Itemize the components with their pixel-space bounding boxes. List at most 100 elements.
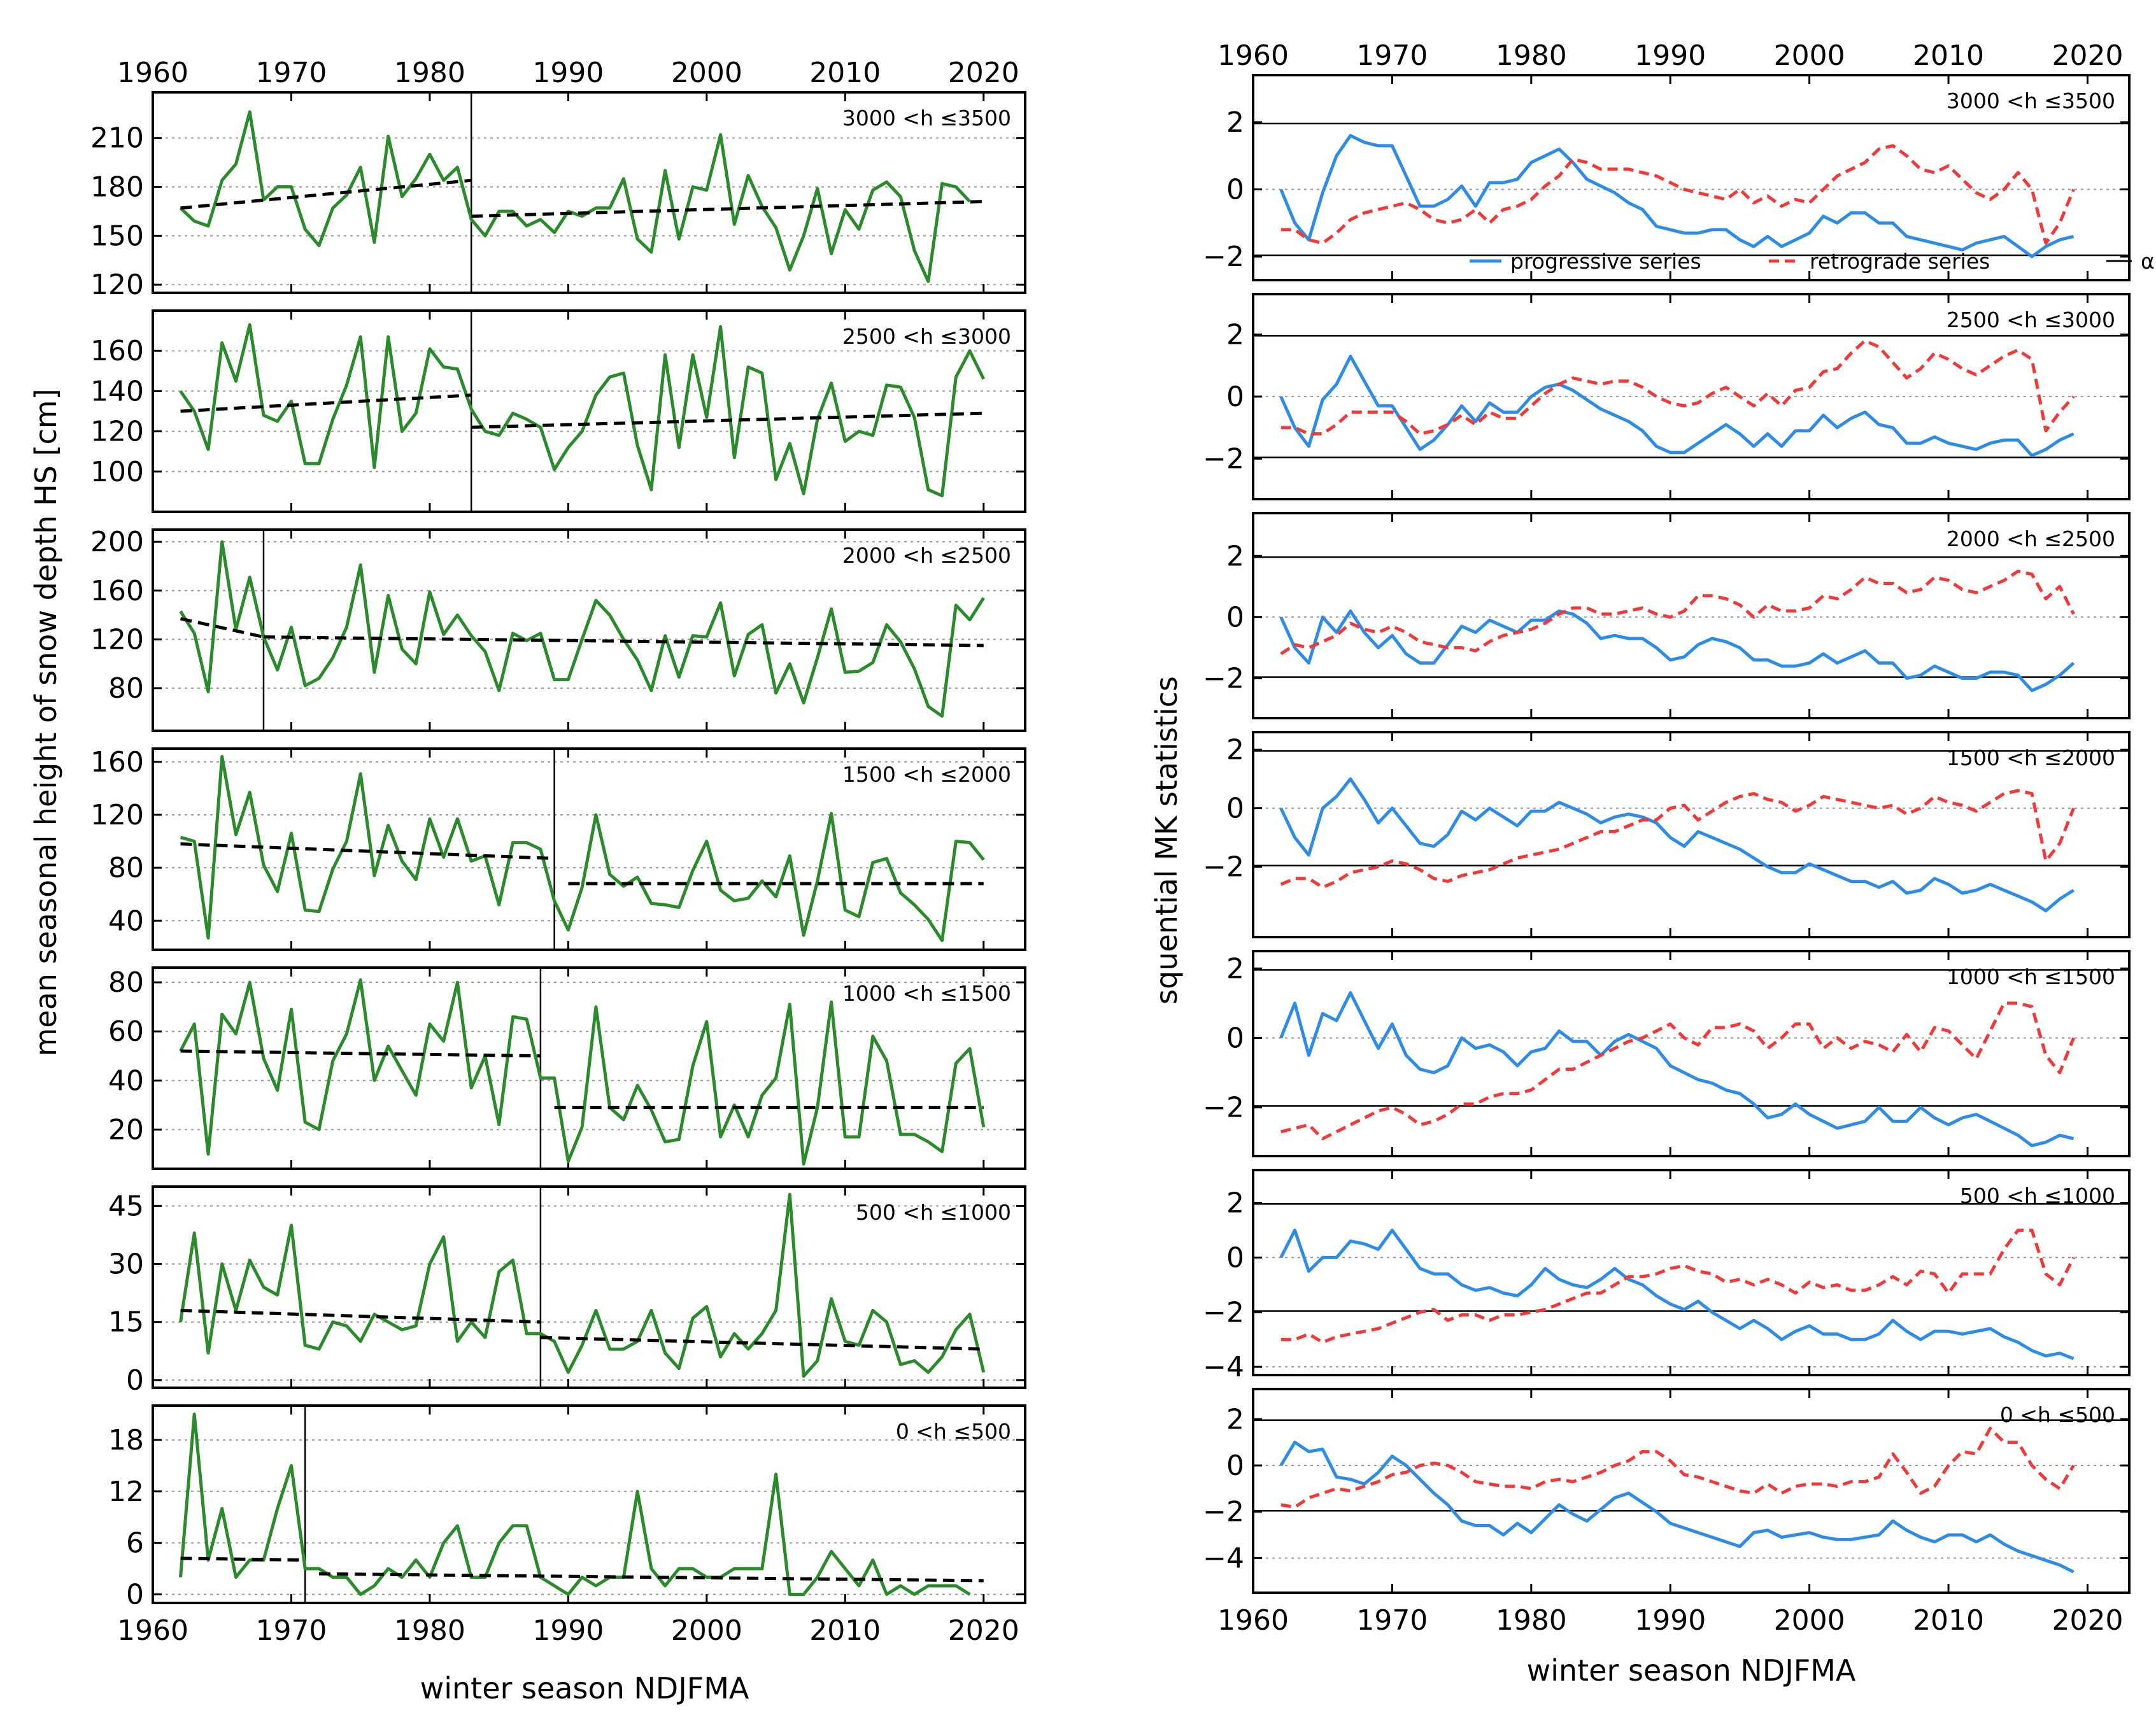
trend-line-segment [318,1572,984,1583]
panel-frame [152,309,1026,513]
panel-frame [1252,1388,2131,1594]
y-tick-label: −4 [1203,1542,1244,1574]
panel-plot-area [1253,969,2129,1148]
y-tick-label: 140 [90,375,144,407]
left-x-axis-title: winter season NDJFMA [420,1671,749,1705]
panel-elevation-label: 2000 <h ≤2500 [1947,526,2115,551]
trend-line-segment [180,842,555,861]
panel-elevation-label: 1000 <h ≤1500 [1947,964,2115,989]
x-tick-label-bottom: 1970 [1356,1604,1428,1637]
panel-mk-0-h-500: −4 −2 0 2 0 <h ≤500 [1203,1388,2131,1594]
y-tick-label: 30 [108,1248,144,1281]
panel-elevation-label: 2000 <h ≤2500 [842,543,1011,568]
panel-plot-area [179,1187,986,1388]
y-tick-label: 0 [1226,601,1244,633]
right-x-axis-title: winter season NDJFMA [1527,1653,1856,1688]
panel-plot-area [179,530,985,731]
y-tick-label: −2 [1203,851,1244,884]
panel-elevation-label: 1000 <h ≤1500 [842,981,1011,1006]
y-tick-label: 0 [1226,381,1244,413]
panel-frame [1252,731,2131,938]
y-tick-label: 100 [90,456,144,488]
hs-series-line [179,323,986,498]
panel-plot-area [1253,1419,2129,1574]
retrograde-series-line [1280,569,2075,656]
x-tick-label-bottom: 1990 [1635,1604,1706,1637]
y-tick-label: 200 [90,526,144,558]
y-tick-label: 0 [126,1579,144,1611]
x-tick-label-top: 1970 [255,57,327,89]
panel-elevation-label: 1500 <h ≤2000 [842,762,1011,787]
x-tick-label-top: 1990 [1635,39,1706,72]
x-tick-label-top: 2010 [809,57,881,89]
progressive-series-line [1279,777,2074,913]
y-tick-label: 6 [126,1527,144,1560]
panel-plot-area [180,749,985,950]
y-tick-label: 0 [1226,1022,1244,1054]
panel-elevation-label: 2500 <h ≤3000 [1947,307,2115,332]
x-tick-label-top: 1990 [532,57,604,89]
y-tick-label: 45 [108,1190,144,1222]
trend-line-segment [180,1308,541,1324]
panel-hs-1500-h-2000: 40 80 120 160 1500 <h ≤2000 [90,746,1026,951]
panel-frame [1252,293,2131,500]
retrograde-series-line [1280,144,2075,245]
panel-frame [152,966,1026,1170]
y-tick-label: 2 [1226,318,1244,351]
retrograde-series-line [1280,1229,2075,1344]
x-tick-label-top: 1970 [1356,39,1428,72]
panel-plot-area [1253,122,2129,258]
progressive-series-line [1279,355,2074,458]
panel-mk-3000-h-3500: −2 0 2 3000 <h ≤3500 progressive series retro… [1203,74,2156,281]
x-tick-label-bottom: 1960 [1217,1604,1289,1637]
panel-frame [152,747,1026,951]
panel-elevation-label: 0 <h ≤500 [896,1419,1011,1444]
y-tick-label: 160 [90,575,144,607]
y-tick-label: 210 [90,122,144,155]
panel-plot-area [179,311,986,512]
y-tick-label: −2 [1203,443,1244,476]
y-tick-label: 40 [108,905,144,937]
panel-plot-area [1253,1203,2129,1360]
panel-mk-2000-h-2500: −2 0 2 2000 <h ≤2500 [1203,512,2131,719]
x-tick-label-bottom: 1980 [1496,1604,1567,1637]
panel-plot-area [1253,556,2129,693]
hs-series-line [179,978,986,1166]
y-tick-label: 2 [1226,1403,1244,1436]
y-tick-label: 60 [108,1015,144,1048]
panel-frame [1252,950,2131,1157]
y-tick-label: 2 [1226,540,1244,572]
y-tick-label: 0 [1226,1450,1244,1482]
y-tick-label: 2 [1226,1187,1244,1220]
x-tick-label-top: 2010 [1913,39,1984,72]
x-tick-label-top: 2000 [671,57,742,89]
x-tick-label-bottom: 2000 [671,1614,742,1647]
retrograde-series-line [1280,1001,2075,1141]
hs-series-line [179,1413,971,1596]
trend-line-segment [471,200,984,218]
x-tick-label-top: 1960 [117,57,188,89]
y-tick-label: 2 [1226,952,1244,985]
panel-plot-area [1253,750,2129,913]
panel-hs-1000-h-1500: 20 40 60 80 1000 <h ≤1500 [108,966,1026,1170]
y-tick-label: −4 [1203,1351,1244,1383]
hs-series-line [179,110,971,283]
retrograde-series-line [1280,789,2075,889]
trend-line-segment [180,617,264,639]
panel-mk-2500-h-3000: −2 0 2 2500 <h ≤3000 [1203,293,2131,500]
y-tick-label: 20 [108,1113,144,1146]
right-y-axis-title: squential MK statistics [1149,676,1184,1005]
panel-plot-area [179,92,984,293]
x-tick-label-bottom: 2020 [948,1614,1019,1647]
y-tick-label: 160 [90,746,144,779]
panel-frame [1252,74,2131,281]
x-tick-label-top: 2020 [2052,39,2123,72]
panel-hs-2000-h-2500: 80 120 160 200 2000 <h ≤2500 [90,526,1026,732]
panel-frame [152,1404,1026,1604]
panel-frame [152,528,1026,732]
panel-elevation-label: 0 <h ≤500 [2000,1402,2115,1427]
progressive-series-line [1279,609,2075,693]
y-tick-label: −2 [1203,1296,1244,1329]
y-tick-label: 150 [90,220,144,252]
y-tick-label: 80 [108,966,144,999]
